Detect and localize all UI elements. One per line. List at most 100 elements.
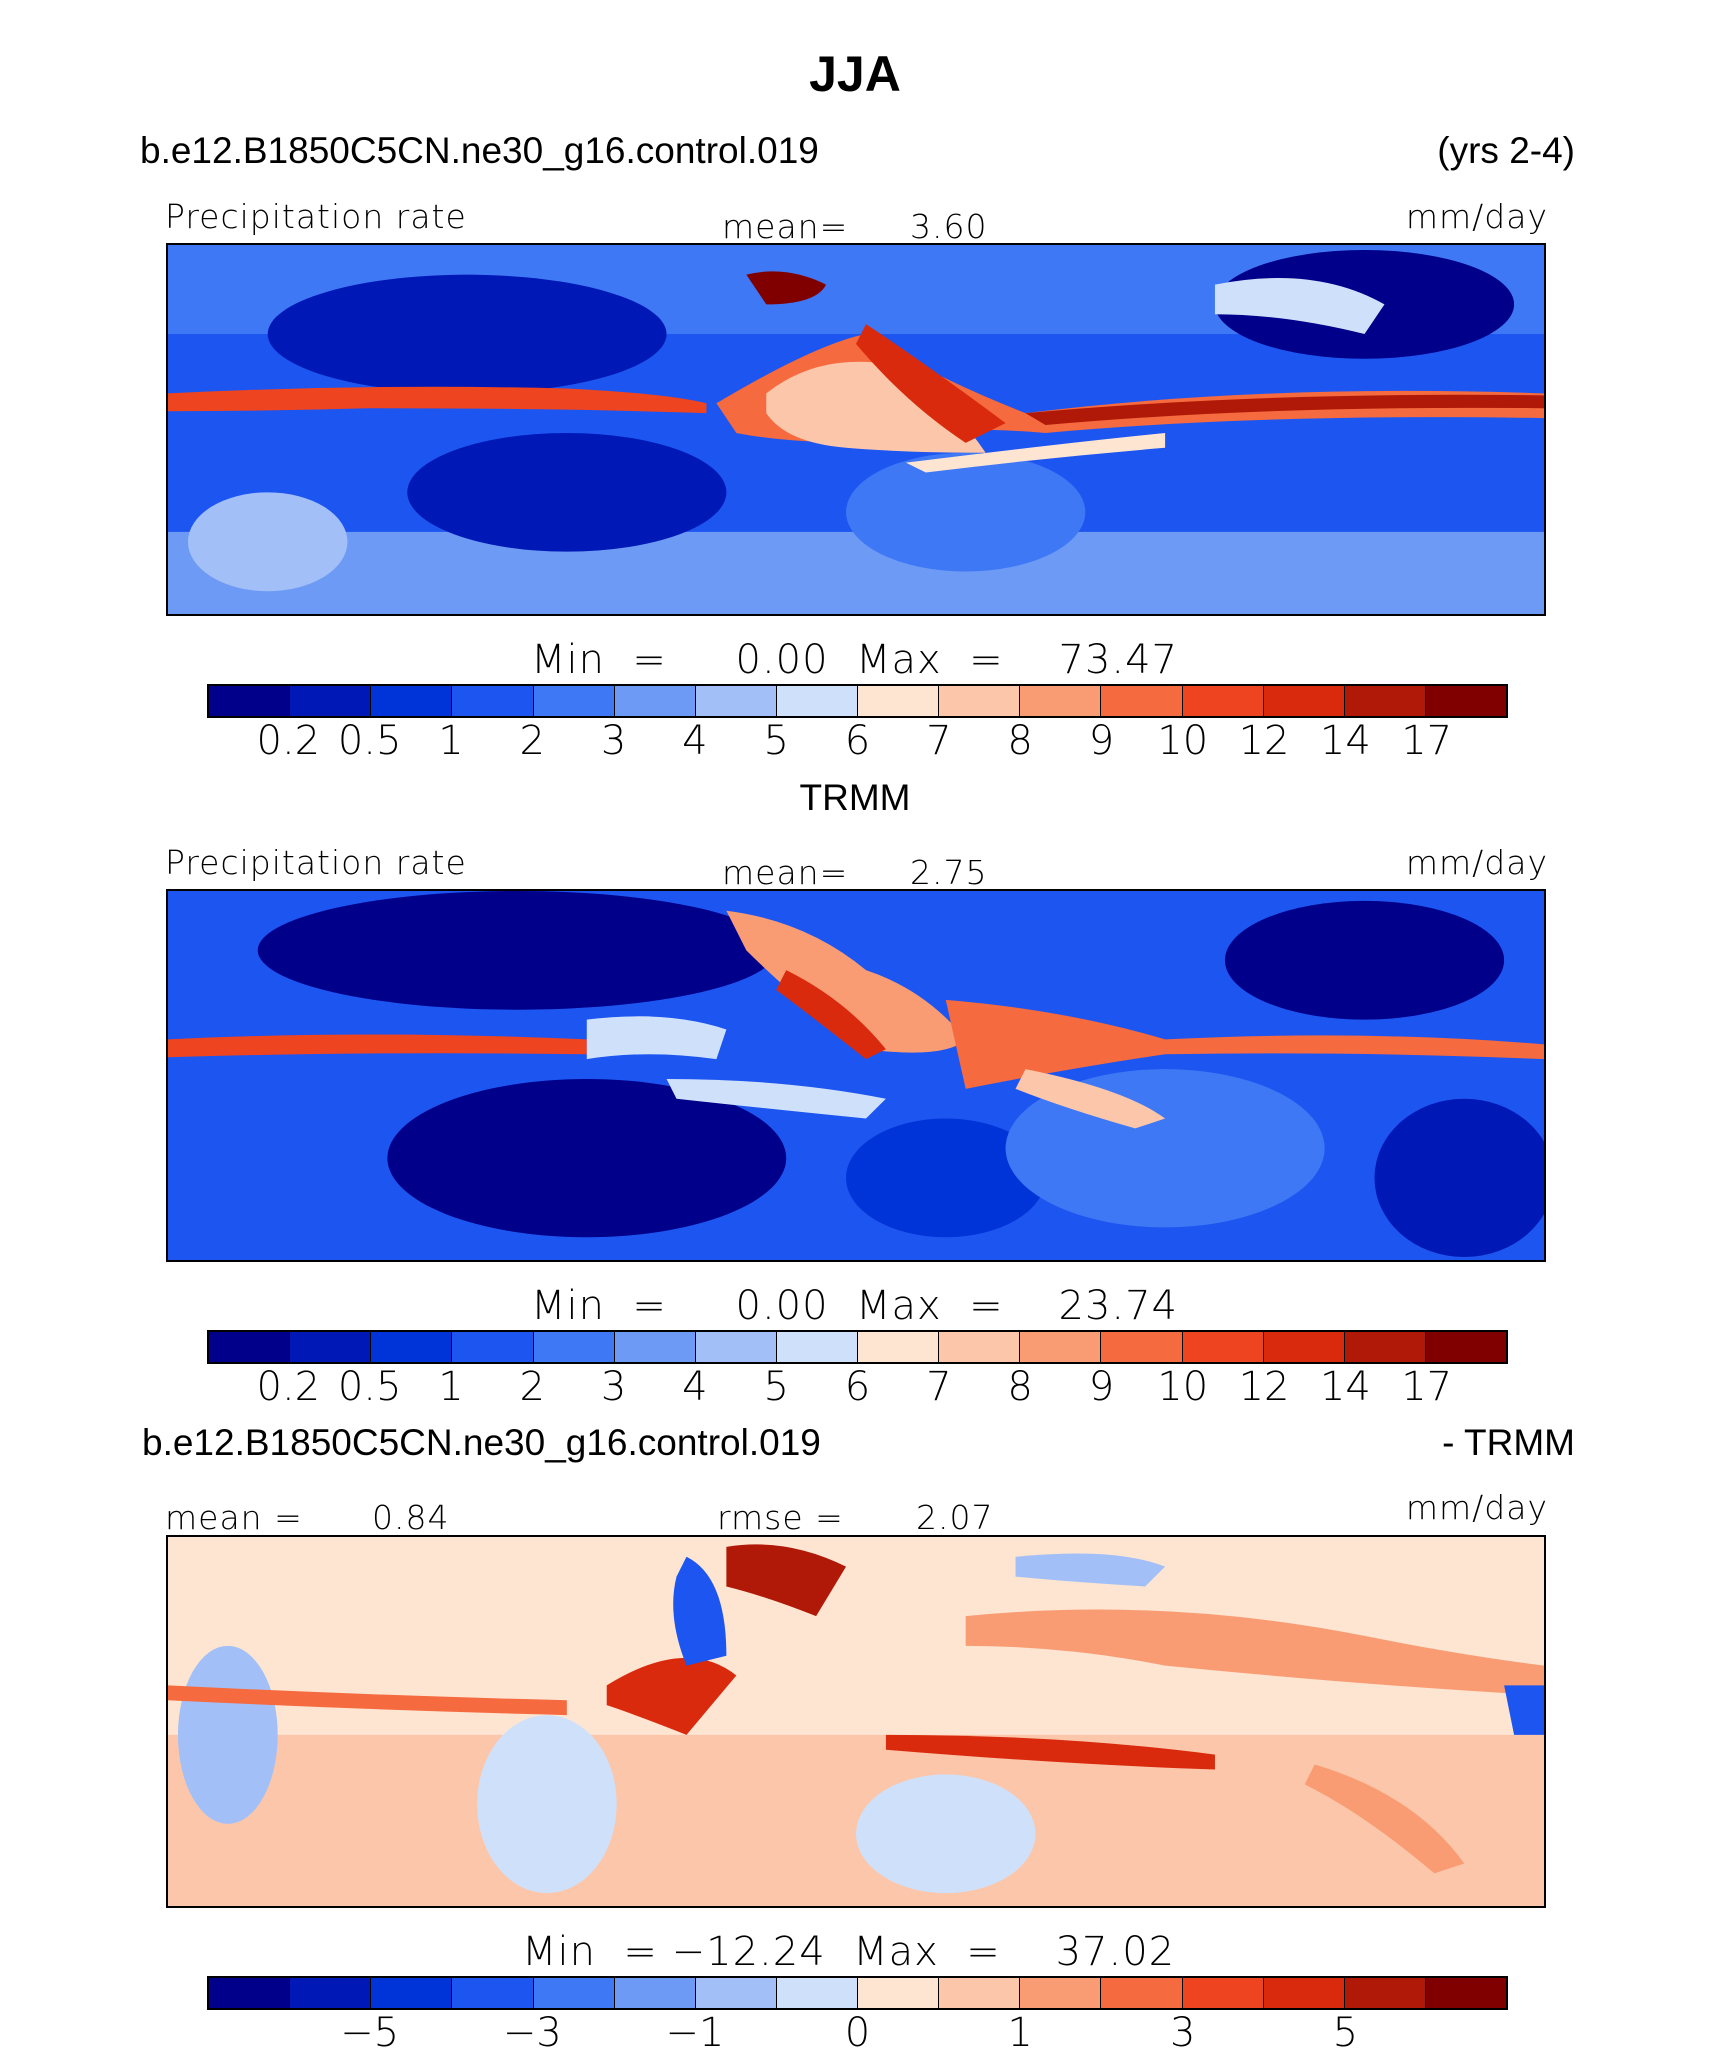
colorbar-swatch [452, 686, 534, 716]
colorbar-swatch [858, 1978, 940, 2008]
colorbar-swatch [1182, 1978, 1264, 2008]
colorbar-swatch [290, 1978, 372, 2008]
colorbar-tick-label: 14 [1319, 1364, 1371, 1410]
colorbar-swatch [1425, 686, 1506, 716]
colorbar-swatch [1344, 686, 1426, 716]
colorbar-swatch [209, 686, 291, 716]
colorbar-tick-label: 0.2 [256, 718, 321, 764]
colorbar-swatch [1425, 1978, 1506, 2008]
panel2-colorbar [207, 1330, 1508, 1364]
colorbar-swatch [1101, 1332, 1183, 1362]
colorbar-tick-label: 3 [1170, 2010, 1196, 2056]
colorbar-tick-label: 1 [438, 718, 464, 764]
colorbar-tick-label: 4 [682, 718, 708, 764]
colorbar-tick-label: 3 [600, 718, 627, 764]
colorbar-swatch [1020, 686, 1102, 716]
colorbar-tick-label: 0.5 [337, 718, 402, 764]
colorbar-swatch [209, 1332, 291, 1362]
colorbar-swatch [858, 1332, 940, 1362]
colorbar-tick-label: −3 [502, 2010, 562, 2056]
colorbar-swatch [452, 1332, 534, 1362]
colorbar-swatch [452, 1978, 534, 2008]
colorbar-tick-label: −5 [340, 2010, 400, 2056]
colorbar-swatch [1101, 1978, 1183, 2008]
panel1-case-name: b.e12.B1850C5CN.ne30_g16.control.019 [140, 130, 819, 171]
colorbar-tick-label: 8 [1007, 1364, 1033, 1410]
colorbar-tick-label: 6 [844, 1364, 871, 1410]
panel3-rmse-value: 2.07 [916, 1498, 994, 1537]
colorbar-swatch [1020, 1978, 1102, 2008]
colorbar-swatch [1020, 1332, 1102, 1362]
colorbar-swatch [1263, 686, 1345, 716]
panel1-units: mm/day [1405, 197, 1548, 236]
panel2-trmm-precip-map [166, 889, 1546, 1262]
panel1-variable-label: Precipitation rate [165, 197, 467, 236]
colorbar-tick-label: −1 [665, 2010, 725, 2056]
colorbar-tick-label: 0 [844, 2010, 871, 2056]
colorbar-tick-label: 10 [1157, 718, 1209, 764]
colorbar-swatch [533, 686, 615, 716]
colorbar-tick-label: 2 [519, 1364, 545, 1410]
colorbar-tick-label: 3 [600, 1364, 627, 1410]
colorbar-swatch [1344, 1978, 1426, 2008]
colorbar-swatch [371, 1332, 453, 1362]
colorbar-tick-label: 9 [1088, 1364, 1115, 1410]
colorbar-swatch [776, 1978, 858, 2008]
panel1-years: (yrs 2-4) [1437, 130, 1575, 171]
panel1-mean-value: 3.60 [910, 207, 988, 246]
panel3-min-max: Min = −12.24 Max = 37.02 [522, 1929, 1176, 1975]
panel2-colorbar-ticks: 0.2 0.5 1 2 3 4 5 6 7 8 9 10 12 14 17 [207, 1364, 1508, 1414]
panel1-colorbar [207, 684, 1508, 718]
colorbar-swatch [1263, 1332, 1345, 1362]
colorbar-tick-label: 14 [1319, 718, 1371, 764]
panel3-mean-value: 0.84 [372, 1498, 450, 1537]
colorbar-swatch [290, 686, 372, 716]
colorbar-tick-label: 0.5 [337, 1364, 402, 1410]
colorbar-swatch [614, 1332, 696, 1362]
panel1-min-max: Min = 0.00 Max = 73.47 [531, 637, 1178, 683]
colorbar-swatch [1182, 1332, 1264, 1362]
colorbar-swatch [939, 1978, 1021, 2008]
panel3-colorbar-ticks: −5 −3 −1 0 1 3 5 [207, 2010, 1508, 2060]
panel3-mean-label: mean = [165, 1498, 303, 1537]
colorbar-swatch [1182, 686, 1264, 716]
panel1-model-precip-map [166, 243, 1546, 616]
colorbar-tick-label: 7 [926, 1364, 952, 1410]
colorbar-tick-label: 10 [1157, 1364, 1209, 1410]
colorbar-swatch [695, 686, 777, 716]
colorbar-tick-label: 5 [763, 1364, 789, 1410]
colorbar-tick-label: 4 [682, 1364, 708, 1410]
colorbar-swatch [209, 1978, 291, 2008]
colorbar-swatch [290, 1332, 372, 1362]
panel3-case-name: b.e12.B1850C5CN.ne30_g16.control.019 [142, 1422, 821, 1463]
colorbar-tick-label: 7 [926, 718, 952, 764]
panel3-suffix: - TRMM [1442, 1422, 1575, 1463]
colorbar-swatch [1344, 1332, 1426, 1362]
colorbar-swatch [371, 686, 453, 716]
colorbar-swatch [1101, 686, 1183, 716]
colorbar-tick-label: 1 [1007, 2010, 1033, 2056]
colorbar-swatch [614, 686, 696, 716]
colorbar-swatch [614, 1978, 696, 2008]
panel1-colorbar-ticks: 0.2 0.5 1 2 3 4 5 6 7 8 9 10 12 14 17 [207, 718, 1508, 768]
colorbar-tick-label: 12 [1238, 718, 1290, 764]
panel1-mean-label: mean= [722, 207, 849, 246]
panel2-variable-label: Precipitation rate [165, 843, 467, 882]
panel2-units: mm/day [1405, 843, 1548, 882]
colorbar-tick-label: 0.2 [256, 1364, 321, 1410]
panel3-rmse-label: rmse = [717, 1498, 844, 1537]
colorbar-swatch [695, 1332, 777, 1362]
panel2-mean-value: 2.75 [910, 853, 988, 892]
colorbar-swatch [695, 1978, 777, 2008]
panel3-difference-map [166, 1535, 1546, 1908]
colorbar-swatch [776, 686, 858, 716]
colorbar-tick-label: 5 [1332, 2010, 1359, 2056]
figure-title: JJA [809, 46, 901, 102]
colorbar-swatch [533, 1978, 615, 2008]
colorbar-tick-label: 1 [438, 1364, 464, 1410]
colorbar-tick-label: 9 [1088, 718, 1115, 764]
colorbar-tick-label: 17 [1401, 1364, 1453, 1410]
panel3-units: mm/day [1405, 1488, 1548, 1527]
colorbar-swatch [1425, 1332, 1506, 1362]
colorbar-tick-label: 2 [519, 718, 545, 764]
